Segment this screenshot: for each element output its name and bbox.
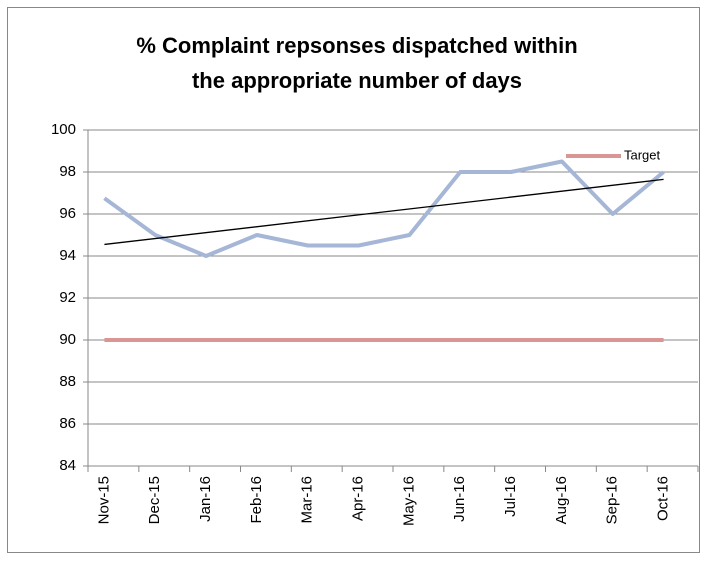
y-tick-label: 96 [59,205,76,222]
x-tick-label: Jun-16 [451,476,468,522]
x-tick-label: Feb-16 [248,476,265,524]
x-tick-label: May-16 [400,476,417,526]
chart-title: the appropriate number of days [192,68,522,93]
series-line [103,159,665,258]
trendline [104,178,664,246]
x-tick-label: Aug-16 [553,476,570,524]
y-tick-label: 92 [59,289,76,306]
x-tick-label: Jul-16 [502,476,519,517]
y-tick-label: 84 [59,457,76,474]
y-tick-label: 88 [59,373,76,390]
y-tick-label: 86 [59,415,76,432]
y-tick-label: 90 [59,331,76,348]
x-tick-label: Apr-16 [350,476,367,521]
x-tick-label: Sep-16 [604,476,621,524]
y-tick-label: 100 [51,121,76,138]
x-tick-label: Dec-15 [146,476,163,524]
y-tick-label: 94 [59,247,76,264]
legend-label: Target [624,147,661,162]
y-tick-label: 98 [59,163,76,180]
x-tick-label: Mar-16 [299,476,316,524]
x-tick-label: Oct-16 [655,476,672,521]
chart-title: % Complaint repsonses dispatched within [136,33,577,58]
x-tick-label: Jan-16 [197,476,214,522]
chart-frame [7,7,700,553]
x-tick-label: Nov-15 [95,476,112,524]
